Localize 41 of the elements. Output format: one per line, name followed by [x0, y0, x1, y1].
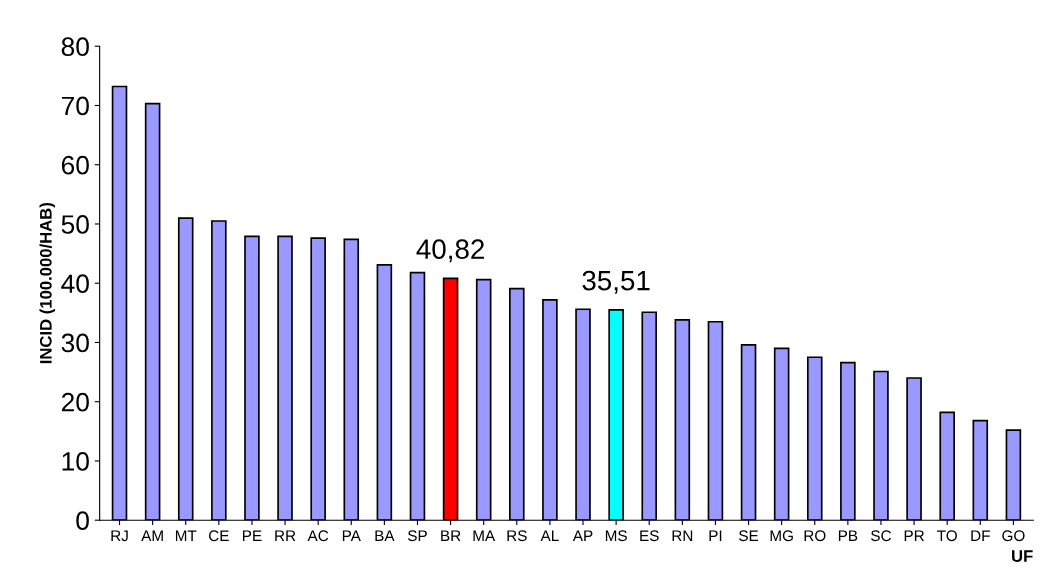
- x-tick-label: RJ: [111, 530, 128, 542]
- x-tick-label: PE: [243, 530, 262, 541]
- x-axis-title: UF: [1012, 550, 1033, 562]
- x-tick-label: ES: [640, 530, 659, 542]
- x-tick-label: PB: [838, 530, 858, 541]
- x-tick-label: DF: [971, 530, 990, 541]
- y-tick-label: 20: [61, 392, 89, 412]
- x-tick-label: SC: [871, 530, 891, 542]
- x-tick-label: BR: [441, 530, 461, 541]
- x-tick-label: AC: [307, 530, 329, 542]
- y-axis-title: INCID (100.000/HAB): [39, 203, 56, 364]
- y-tick-label: 30: [61, 333, 89, 353]
- y-tick-label: 10: [62, 452, 89, 471]
- y-tick-label: 70: [61, 96, 89, 116]
- x-tick-label: AL: [540, 530, 559, 541]
- data-label: 40,82: [416, 239, 484, 263]
- y-tick-label: 80: [61, 37, 89, 57]
- x-tick-label: RS: [507, 530, 527, 542]
- x-tick-label: RR: [275, 530, 296, 541]
- x-tick-label: RO: [804, 530, 826, 542]
- x-tick-label: CE: [209, 530, 229, 542]
- x-tick-label: MA: [473, 530, 496, 541]
- x-tick-label: TO: [937, 530, 957, 542]
- data-label: 35,51: [582, 270, 650, 294]
- x-tick-label: SP: [407, 530, 427, 542]
- x-tick-label: RN: [672, 530, 693, 541]
- x-tick-label: GO: [1002, 530, 1025, 542]
- x-tick-label: AP: [572, 530, 593, 541]
- x-tick-label: PR: [904, 530, 924, 541]
- y-tick-label: 40: [61, 274, 89, 294]
- x-tick-label: SE: [739, 530, 759, 542]
- x-tick-label: PA: [342, 530, 361, 541]
- y-tick-label: 0: [76, 511, 89, 531]
- x-tick-label: PI: [709, 530, 722, 541]
- x-tick-label: MT: [175, 530, 197, 541]
- x-tick-label: MS: [605, 530, 627, 542]
- x-tick-label: AM: [141, 530, 163, 541]
- y-tick-label: 60: [61, 155, 89, 175]
- x-tick-label: MG: [770, 530, 793, 542]
- x-tick-label: BA: [375, 530, 395, 541]
- y-tick-label: 50: [61, 215, 89, 234]
